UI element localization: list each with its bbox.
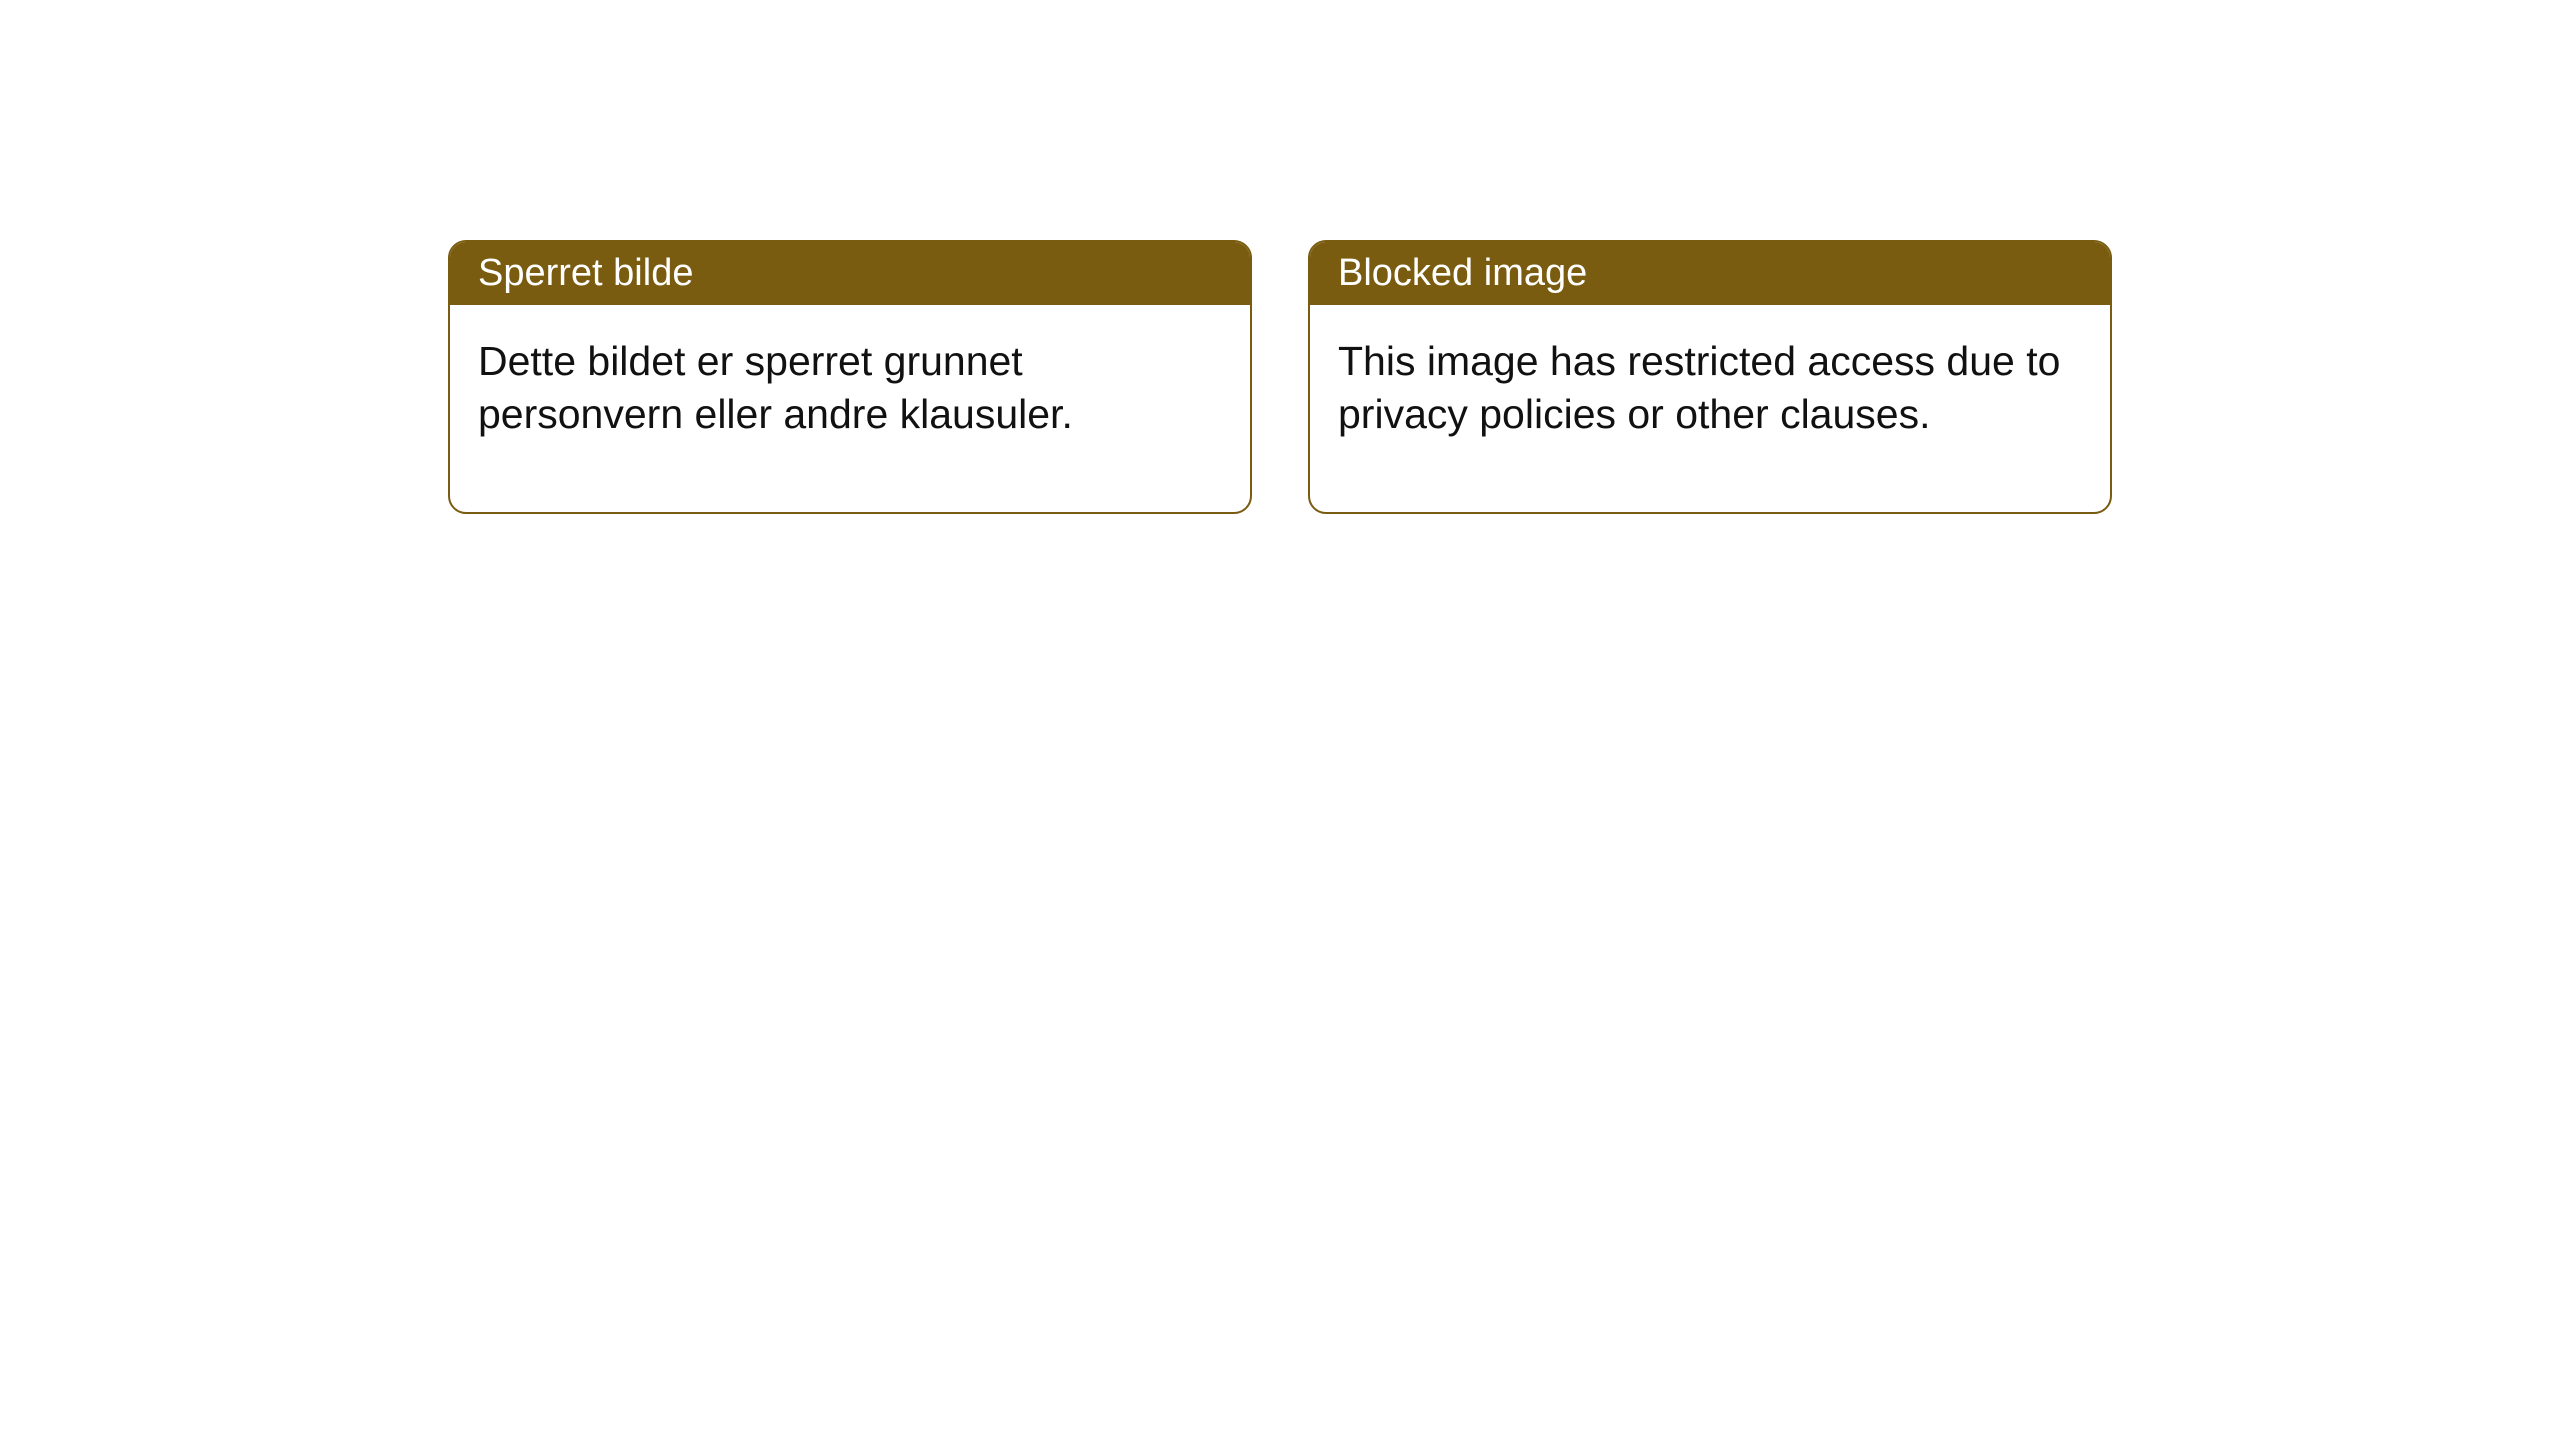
card-title: Blocked image — [1338, 252, 1587, 294]
card-body: This image has restricted access due to … — [1310, 305, 2110, 512]
card-body: Dette bildet er sperret grunnet personve… — [450, 305, 1250, 512]
card-body-text: Dette bildet er sperret grunnet personve… — [478, 338, 1073, 437]
card-header: Sperret bilde — [450, 242, 1250, 305]
card-header: Blocked image — [1310, 242, 2110, 305]
card-title: Sperret bilde — [478, 252, 693, 294]
notice-card-norwegian: Sperret bilde Dette bildet er sperret gr… — [448, 240, 1252, 514]
notice-container: Sperret bilde Dette bildet er sperret gr… — [0, 0, 2560, 514]
card-body-text: This image has restricted access due to … — [1338, 338, 2060, 437]
notice-card-english: Blocked image This image has restricted … — [1308, 240, 2112, 514]
